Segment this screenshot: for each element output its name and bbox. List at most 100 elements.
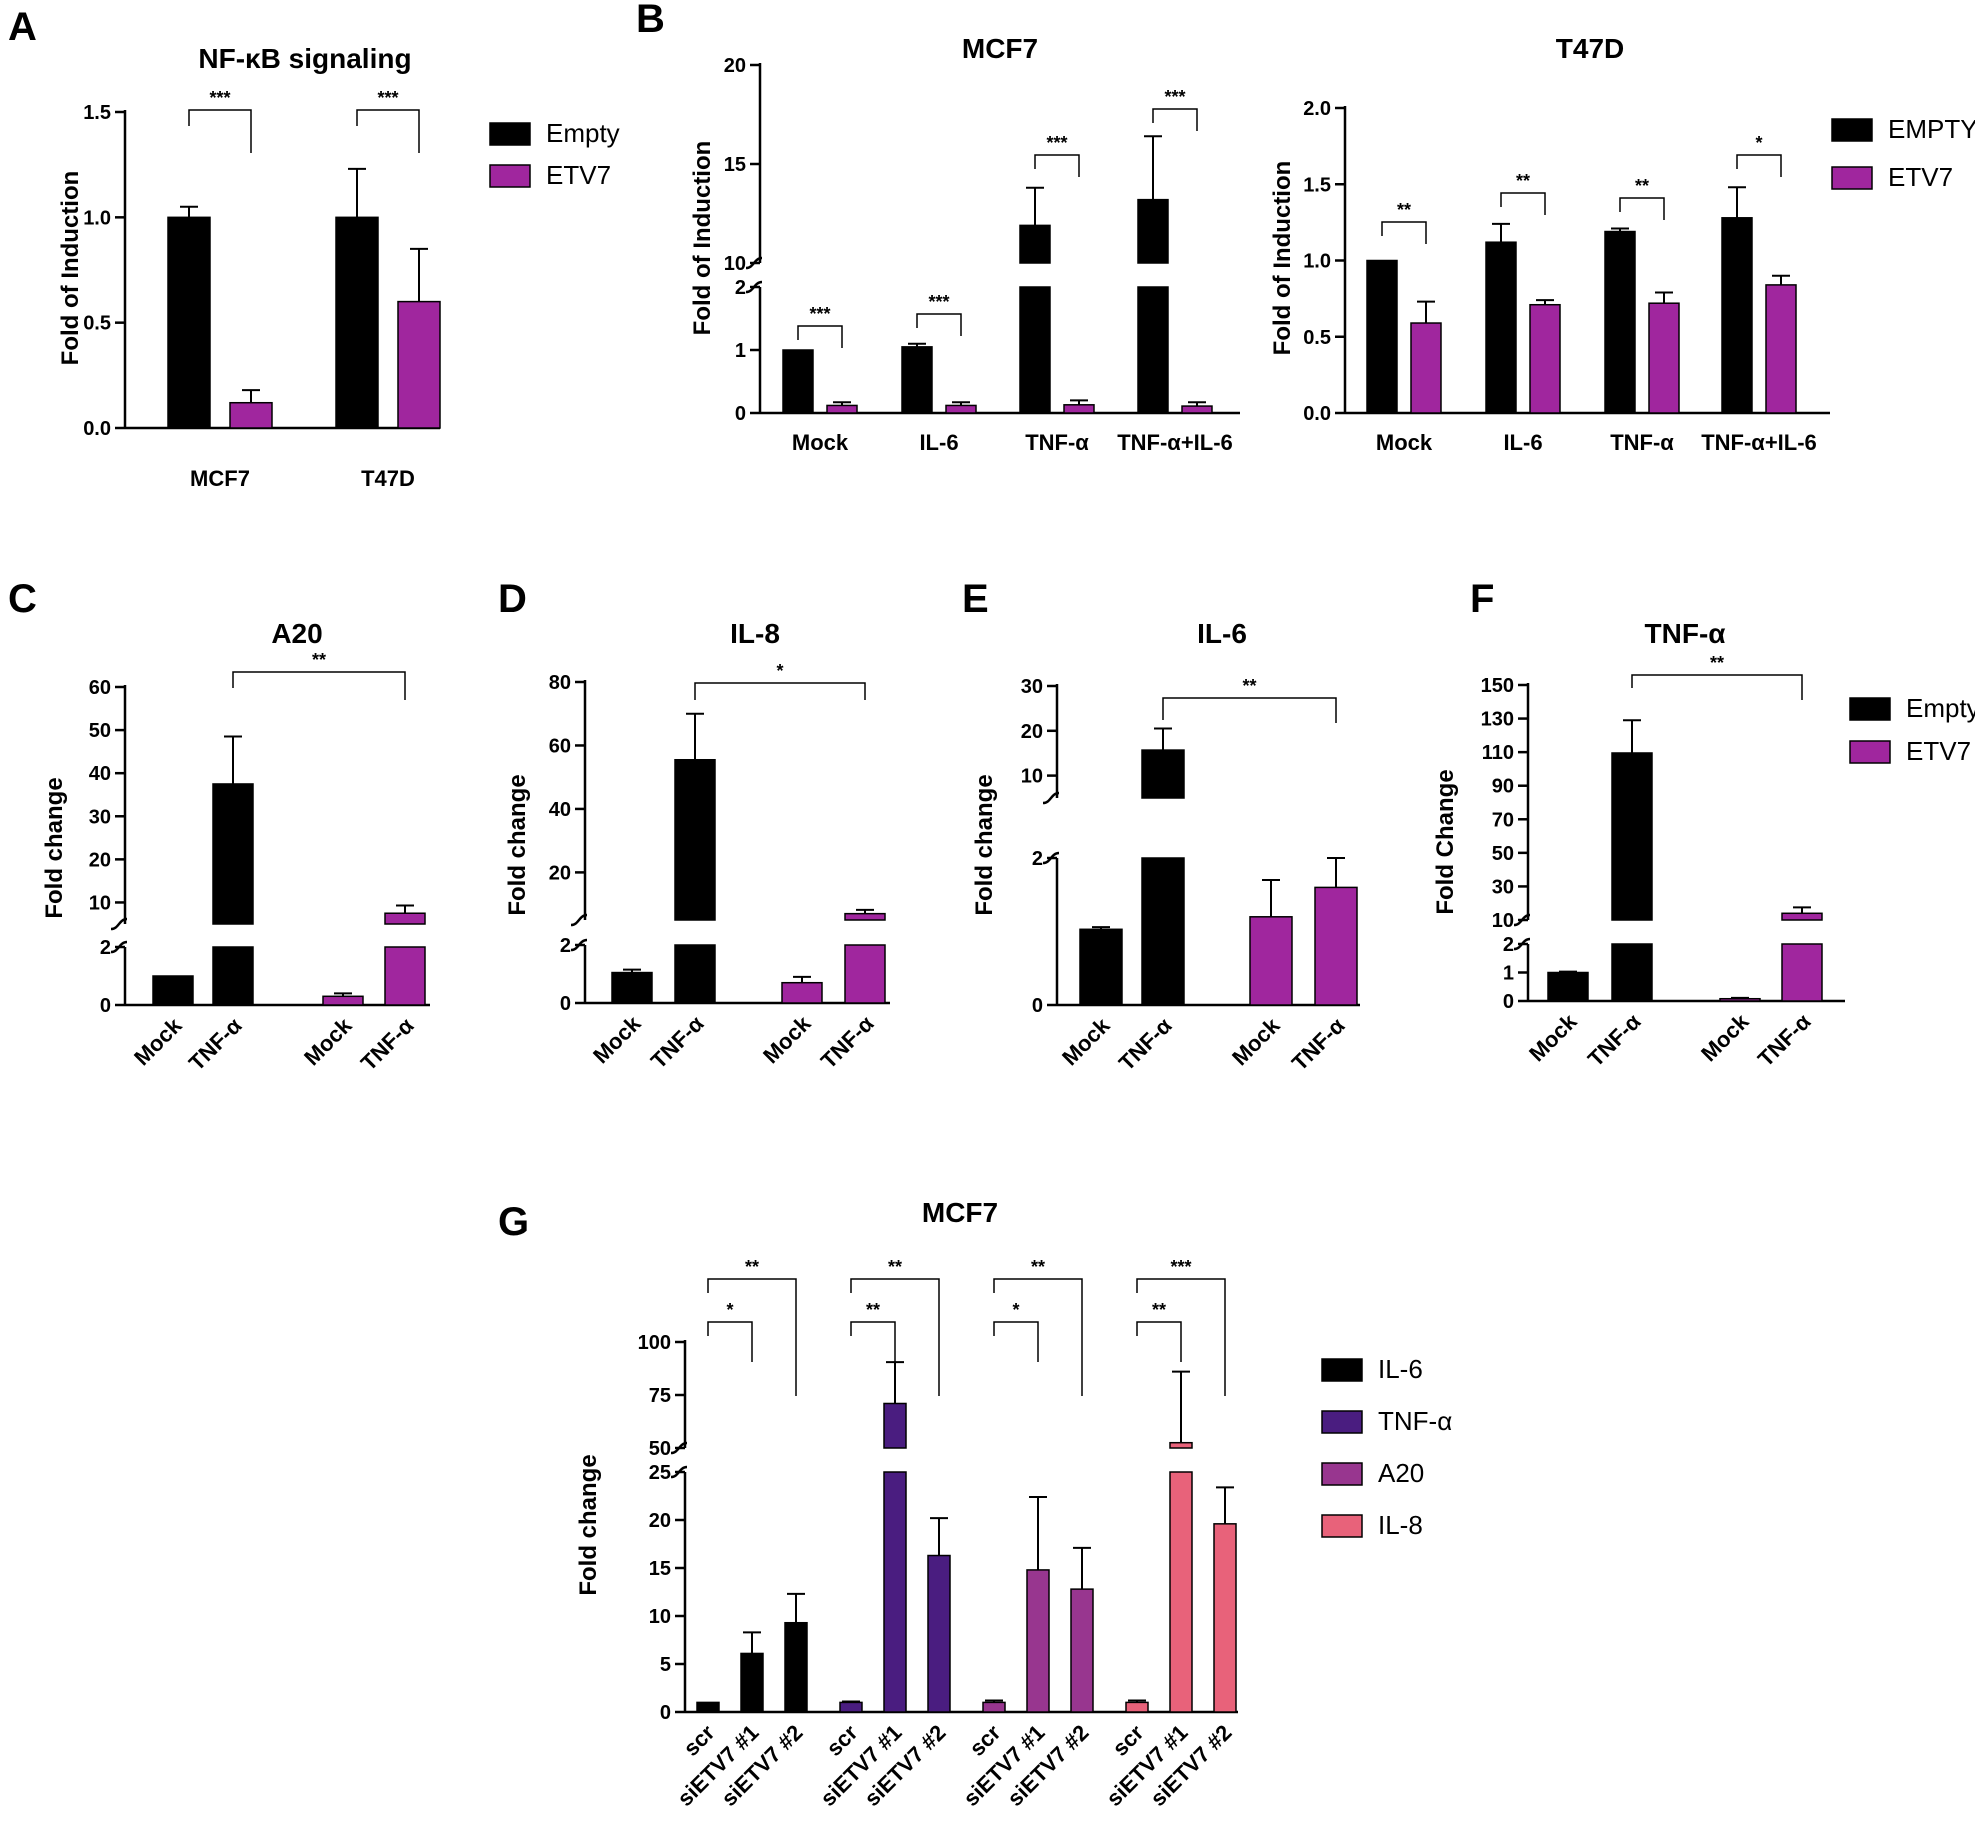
panel-b1-err-1-2 <box>1070 399 1088 405</box>
panel-e-up-tick-label-0: 10 <box>1021 766 1043 788</box>
panel-b2-bar-1-1 <box>1529 303 1561 414</box>
panel-g-sig-3-0-label: ** <box>1152 1300 1166 1320</box>
panel-g-sig-1-0 <box>850 1321 896 1362</box>
panel-e-bar-2-rect <box>1249 916 1293 1006</box>
panel-c-sig-0-label: ** <box>312 650 326 670</box>
panel-b1-sig-3-line <box>1152 108 1198 131</box>
panel-e-bar-2 <box>1249 916 1293 1006</box>
panel-a-bar-empty-1 <box>335 216 379 429</box>
panel-b2-err-1-2 <box>1655 291 1673 304</box>
panel-b1-bar-0-2-upper <box>1019 224 1051 264</box>
panel-d-up-tick-label-1: 40 <box>549 799 571 821</box>
panel-e-bar-3 <box>1314 886 1358 1006</box>
panel-a-bar-etv7-0-rect <box>229 401 273 429</box>
panel-d-err-3 <box>856 908 874 914</box>
panel-g-err-0-1 <box>743 1631 761 1654</box>
panel-c-sig-0-line <box>232 671 406 700</box>
panel-f-bar-2-rect <box>1719 997 1761 1002</box>
panel-c-bar-3 <box>384 912 426 1006</box>
panel-c-bar-0-rect <box>152 975 194 1006</box>
panel-b2-tick-label-3: 1.5 <box>1303 174 1331 196</box>
panel-b1-sig-1 <box>916 313 962 336</box>
panel-d-break-upper <box>570 913 588 927</box>
panel-e-err-2 <box>1262 879 1280 917</box>
panel-b1-bar-0-2-lower <box>1019 286 1051 414</box>
panel-b1-cat-0: Mock <box>792 430 849 455</box>
panel-f-bar-1 <box>1611 752 1653 1002</box>
panel-d-bar-2-rect <box>781 981 823 1004</box>
panel-d-bar-2 <box>781 981 823 1004</box>
panel-g-sig-3-0 <box>1136 1321 1182 1362</box>
panel-b2-tick-label-2: 1.0 <box>1303 251 1331 273</box>
panel-e-cat-2: Mock <box>1227 1012 1285 1070</box>
panel-g-sig-2-0-line <box>993 1321 1039 1362</box>
panel-d-sig-0-line <box>694 682 866 700</box>
panel-b2-bar-0-0 <box>1366 259 1398 414</box>
panel-g-bar-1-1-lower <box>883 1471 907 1713</box>
panel-a-tick-label-0: 0.0 <box>83 418 111 440</box>
panel-e-bar-0 <box>1079 928 1123 1006</box>
panel-g-sig-2-0 <box>993 1321 1039 1362</box>
panel-f-legend-label-0: Empty <box>1906 693 1975 723</box>
panel-b1-up-tick-label-1: 15 <box>724 154 746 176</box>
panel-g-err-2-0 <box>985 1699 1003 1703</box>
panel-f-up-tick-label-1: 30 <box>1492 876 1514 898</box>
panel-c-bar-1-lower <box>212 946 254 1006</box>
panel-f-up-tick-label-4: 90 <box>1492 776 1514 798</box>
panel-b2-sig-2 <box>1619 197 1665 220</box>
panel-c-cat-0: Mock <box>129 1012 187 1070</box>
panel-b2-bar-1-3-rect <box>1765 284 1797 414</box>
panel-g-legend-label-1: TNF-α <box>1378 1406 1452 1436</box>
panel-e-title: IL-6 <box>1197 618 1247 649</box>
panel-b1-err-1-1 <box>952 401 970 406</box>
panel-g-bar-3-1-lower <box>1169 1471 1193 1713</box>
panel-c-bar-2-rect <box>322 995 364 1006</box>
panel-b1-sig-3 <box>1152 108 1198 131</box>
panel-g-sig-0-0-label: * <box>726 1300 733 1320</box>
panel-e-up-tick-label-2: 30 <box>1021 676 1043 698</box>
panel-f-bar-3 <box>1781 912 1823 1002</box>
panel-d-bar-3-upper <box>844 912 886 921</box>
panel-g-bar-0-0 <box>696 1701 720 1713</box>
panel-g-bar-3-1 <box>1169 1441 1193 1713</box>
panel-g-ylabel: Fold change <box>575 1454 602 1595</box>
panel-b1-sig-2-line <box>1034 154 1080 177</box>
panel-a-bar-etv7-1-rect <box>397 300 441 429</box>
panel-g-legend-label-2: A20 <box>1378 1458 1424 1488</box>
panel-g-title: MCF7 <box>922 1197 998 1228</box>
panel-b1-bar-0-0-rect <box>782 349 814 414</box>
panel-a-sig-0-line <box>188 109 252 153</box>
panel-b1-bar-0-3-lower <box>1137 286 1169 414</box>
panel-a-sig-1 <box>356 109 420 153</box>
panel-g-sig-1-0-line <box>850 1321 896 1362</box>
panel-e-bar-1 <box>1141 749 1185 1006</box>
panel-f-title: TNF-α <box>1645 618 1726 649</box>
panel-g-sig-1-0-label: ** <box>866 1300 880 1320</box>
panel-g-bar-3-0-rect <box>1125 1701 1149 1713</box>
panel-b1-bar-1-0 <box>826 404 858 414</box>
panel-e-bar-3-rect <box>1314 886 1358 1006</box>
panel-b2-bar-0-2 <box>1604 230 1636 414</box>
panel-e-cat-1: TNF-α <box>1114 1013 1177 1076</box>
panel-b1-bar-0-1 <box>901 346 933 414</box>
panel-e-err-1 <box>1154 727 1172 751</box>
panel-a-title: NF-κB signaling <box>198 43 411 74</box>
panel-a-sig-0-label: *** <box>209 88 230 108</box>
panel-f-cat-1: TNF-α <box>1583 1009 1646 1072</box>
panel-f-err-0 <box>1559 970 1577 973</box>
panel-e-ylabel: Fold change <box>971 774 998 915</box>
panel-f-err-2 <box>1731 996 1749 999</box>
panel-c-up-tick-label-4: 50 <box>89 720 111 742</box>
panel-b2-bar-0-3 <box>1721 217 1753 414</box>
panel-b2-bar-1-3 <box>1765 284 1797 414</box>
panel-b1-bar-1-2-rect <box>1063 404 1095 414</box>
panel-f-bar-3-upper <box>1781 912 1823 921</box>
panel-g-low-tick-label-4: 20 <box>649 1510 671 1532</box>
panel-c-low-tick-label-0: 0 <box>100 995 111 1017</box>
panel-c-bar-1 <box>212 783 254 1006</box>
panel-c-bar-2 <box>322 995 364 1006</box>
panel-g-letter: G <box>498 1200 529 1244</box>
panel-g-sig-0-1-label: ** <box>745 1257 759 1277</box>
panel-d-err-2 <box>793 975 811 983</box>
panel-e-cat-3: TNF-α <box>1287 1013 1350 1076</box>
